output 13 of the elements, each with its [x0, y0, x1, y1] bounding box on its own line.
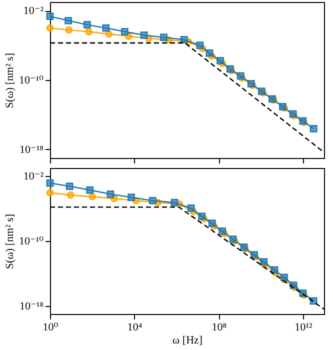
y-tick-label: 10⁻¹⁸ [20, 300, 44, 312]
x-tick-label: 10¹² [294, 322, 313, 334]
x-tick-label: 10⁰ [42, 322, 59, 334]
y-axis-title: S(ω) [nm² s] [4, 52, 16, 108]
y-axis-title: S(ω) [nm² s] [4, 214, 16, 270]
y-tick-label: 10⁻² [23, 5, 44, 18]
y-tick-label: 10⁻¹⁰ [18, 236, 44, 248]
y-tick-label: 10⁻¹⁸ [20, 144, 44, 156]
x-tick-label: 10⁸ [212, 322, 227, 334]
x-tick-label: 10⁴ [127, 322, 142, 334]
x-axis-title: ω [Hz] [172, 334, 203, 346]
y-tick-label: 10⁻¹⁰ [18, 74, 44, 86]
y-tick-label: 10⁻² [23, 170, 44, 183]
